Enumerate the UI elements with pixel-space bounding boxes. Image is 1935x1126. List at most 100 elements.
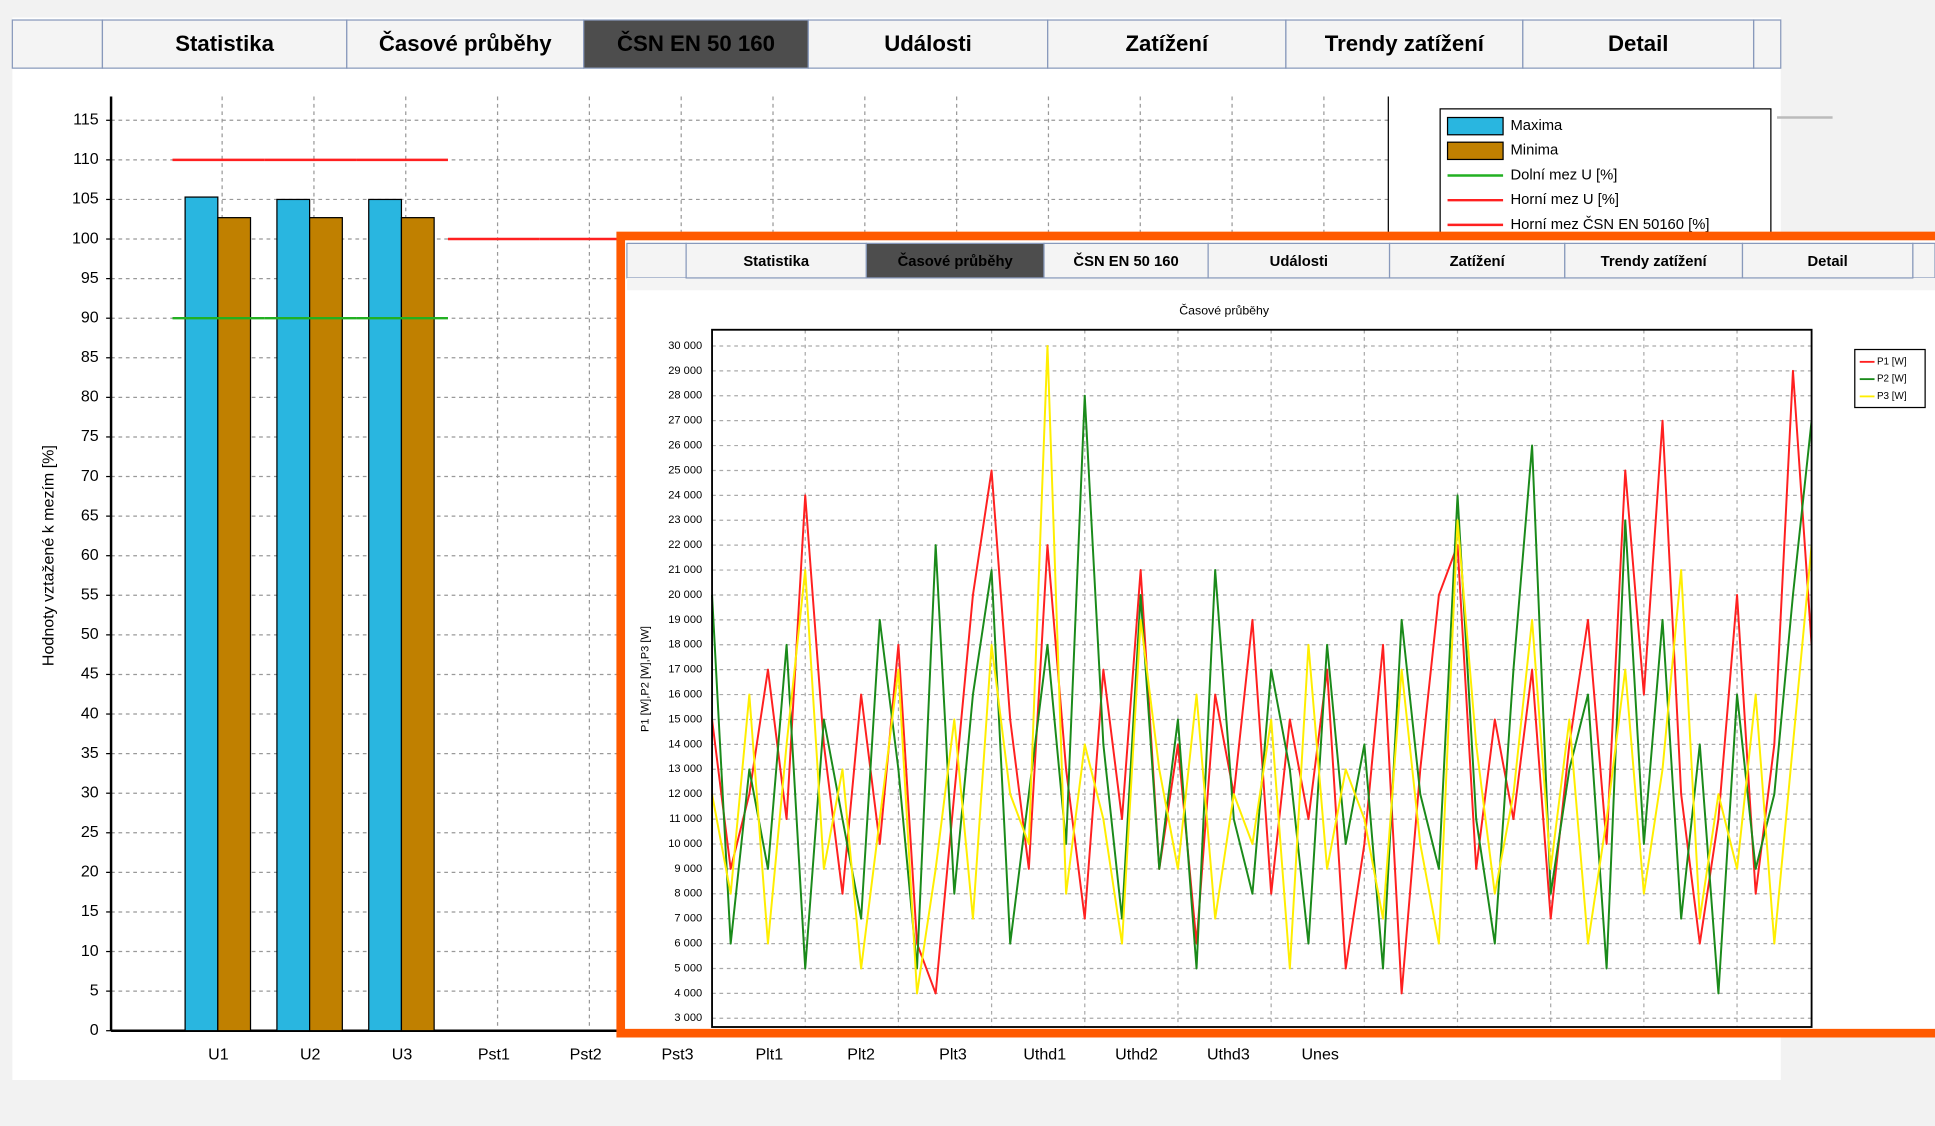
tab[interactable]	[1522, 19, 1755, 69]
y-tick-label: 23 000	[668, 514, 702, 526]
y-tick-label: 21 000	[668, 564, 702, 576]
tab-label[interactable]: Časové průběhy	[898, 252, 1014, 270]
plot-border	[711, 328, 1813, 1028]
y-tick-label: 10 000	[668, 838, 702, 850]
x-tick-label: Uthd2	[1115, 1046, 1158, 1064]
y-tick-label: 29 000	[668, 365, 702, 377]
tab-stub	[11, 19, 104, 69]
legend-swatch	[1446, 141, 1504, 161]
y-tick-label: 100	[72, 229, 99, 247]
overlay-window	[616, 231, 1935, 1038]
x-tick-label: Plt1	[755, 1046, 783, 1064]
y-tick-label: 5 000	[674, 962, 702, 974]
y-tick-label: 55	[81, 586, 99, 604]
y-tick-label: 60	[81, 546, 99, 564]
tab[interactable]	[1388, 242, 1566, 279]
y-tick-label: 16 000	[668, 689, 702, 701]
tab[interactable]	[1207, 242, 1391, 279]
bar	[400, 217, 435, 1032]
y-tick-label: 6 000	[674, 938, 702, 950]
tab-label[interactable]: Statistika	[743, 254, 810, 270]
tab-label[interactable]: Trendy zatížení	[1601, 254, 1708, 270]
x-tick-label: U2	[300, 1046, 321, 1064]
y-tick-label: 10	[81, 942, 99, 960]
legend-label: P1 [W]	[1877, 356, 1907, 367]
y-tick-label: 85	[81, 348, 99, 366]
y-tick-label: 11 000	[669, 813, 702, 825]
legend-label: Horní mez ČSN EN 50160 [%]	[1510, 216, 1709, 233]
tab-strip	[626, 277, 1935, 291]
series-line	[711, 369, 1813, 995]
tab-label[interactable]: Statistika	[175, 31, 274, 56]
y-tick-label: 75	[81, 427, 99, 445]
tab-label[interactable]: Trendy zatížení	[1325, 31, 1485, 56]
y-tick-label: 22 000	[668, 539, 702, 551]
legend-label: Horní mez U [%]	[1510, 192, 1619, 208]
tab-label[interactable]: Detail	[1807, 254, 1847, 270]
y-tick-label: 27 000	[668, 415, 702, 427]
y-tick-label: 20 000	[668, 589, 702, 601]
tab[interactable]	[807, 19, 1049, 69]
y-tick-label: 30	[81, 783, 99, 801]
y-tick-label: 25	[81, 823, 99, 841]
tab[interactable]	[1741, 242, 1914, 279]
tab-label[interactable]: Časové průběhy	[379, 31, 552, 56]
tab[interactable]	[685, 242, 867, 279]
tab[interactable]	[1043, 242, 1209, 279]
y-tick-label: 26 000	[668, 439, 702, 451]
bar	[309, 217, 343, 1032]
series-line	[711, 344, 1813, 995]
legend-label: P2 [W]	[1877, 374, 1907, 385]
y-tick-label: 19 000	[668, 614, 702, 626]
tab-label[interactable]: Zatížení	[1125, 31, 1208, 56]
y-tick-label: 50	[81, 625, 99, 643]
y-tick-label: 13 000	[668, 763, 702, 775]
tab-label[interactable]: ČSN EN 50 160	[1073, 252, 1178, 270]
tab[interactable]	[346, 19, 585, 69]
tab[interactable]	[1564, 242, 1744, 279]
y-tick-label: 90	[81, 308, 99, 326]
x-tick-label: Pst2	[570, 1046, 602, 1064]
legend-swatch	[1446, 116, 1504, 136]
y-tick-label: 25 000	[668, 464, 702, 476]
legend-label: P3 [W]	[1877, 391, 1907, 402]
y-tick-label: 7 000	[674, 913, 702, 925]
x-tick-label: Uthd3	[1207, 1046, 1250, 1064]
y-tick-label: 105	[72, 190, 99, 208]
main-tab-bar: Statistika Časové průběhy ČSN EN 50 160 Udá…	[101, 19, 1755, 69]
tab-label[interactable]: ČSN EN 50 160	[617, 31, 775, 56]
y-tick-label: 95	[81, 269, 99, 287]
x-tick-label: Plt2	[847, 1046, 875, 1064]
bar	[184, 196, 219, 1032]
tab-stub	[626, 242, 687, 279]
tab-label[interactable]: Detail	[1608, 31, 1668, 56]
y-axis-title: Hodnoty vztažené k mezím [%]	[40, 445, 58, 666]
x-tick-label: Pst1	[478, 1046, 510, 1064]
y-tick-label: 30 000	[668, 340, 702, 352]
y-tick-label: 14 000	[668, 738, 702, 750]
tab[interactable]	[101, 19, 348, 69]
x-tick-label: Plt3	[939, 1046, 967, 1064]
x-tick-label: Pst3	[661, 1046, 693, 1064]
x-tick-label: Uthd1	[1023, 1046, 1066, 1064]
tab-label[interactable]: Události	[884, 31, 972, 56]
tab-label[interactable]: Zatížení	[1450, 254, 1506, 270]
tab[interactable]	[865, 242, 1045, 279]
tab[interactable]	[1047, 19, 1287, 69]
y-tick-label: 28 000	[668, 390, 702, 402]
legend-label: Maxima	[1510, 118, 1563, 134]
x-tick-label: Unes	[1301, 1046, 1338, 1064]
y-tick-label: 5	[90, 981, 99, 999]
tab[interactable]	[1285, 19, 1524, 69]
legend-label: Minima	[1510, 143, 1558, 159]
y-tick-label: 17 000	[668, 664, 702, 676]
y-tick-label: 20	[81, 863, 99, 881]
y-tick-label: 0	[90, 1021, 99, 1039]
y-tick-label: 12 000	[668, 788, 702, 800]
tab-label[interactable]: Události	[1270, 254, 1328, 270]
tab[interactable]	[583, 19, 809, 69]
y-tick-label: 40	[81, 704, 99, 722]
bar	[217, 217, 252, 1032]
y-tick-label: 65	[81, 506, 99, 524]
